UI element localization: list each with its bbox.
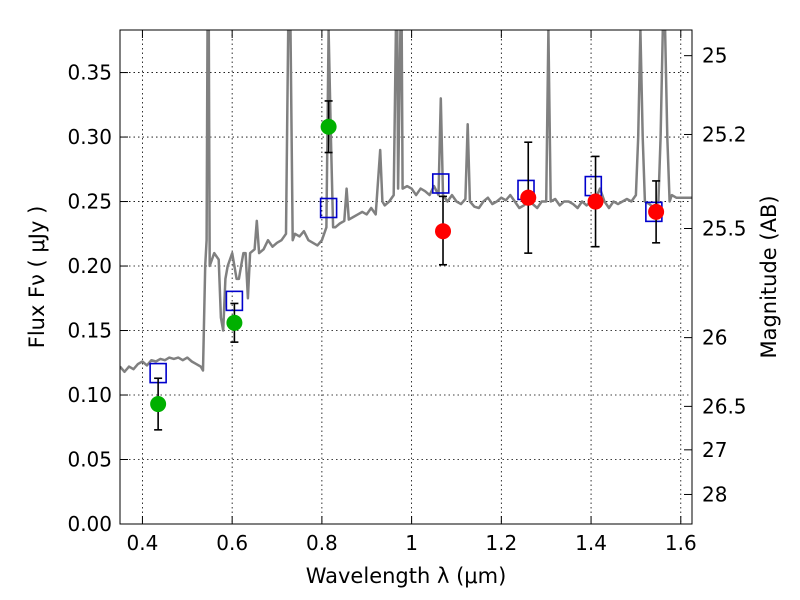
y-tick-label: 0.15 — [67, 319, 112, 343]
right-tick-label: 25.5 — [702, 217, 747, 241]
y-tick-label: 0.00 — [67, 512, 112, 536]
y-tick-label: 0.20 — [67, 254, 112, 278]
right-tick-label: 25.2 — [702, 122, 747, 146]
y-tick-label: 0.25 — [67, 190, 112, 214]
plot-content — [120, 30, 692, 431]
x-tick-label: 1.4 — [575, 531, 607, 555]
x-tick-label: 0.4 — [127, 531, 159, 555]
y-tick-label: 0.10 — [67, 383, 112, 407]
plot-frame — [119, 29, 693, 525]
right-tick-label: 25 — [702, 44, 727, 68]
x-tick-label: 1.6 — [665, 531, 697, 555]
x-tick-label: 1.2 — [485, 531, 517, 555]
y-tick-label: 0.35 — [67, 61, 112, 85]
right-tick-label: 28 — [702, 482, 727, 506]
x-tick-label: 1 — [405, 531, 418, 555]
model-square — [319, 197, 338, 219]
photometry-point — [320, 118, 337, 135]
photometry-point — [520, 189, 537, 206]
right-tick-label: 27 — [702, 438, 727, 462]
x-tick-label: 0.8 — [306, 531, 338, 555]
y-tick-label: 0.05 — [67, 448, 112, 472]
y-axis-label-right: Magnitude (AB) — [757, 195, 781, 358]
ticks: 0.4 0.6 0.8 1 1.2 1.4 1.6 0.00 0.05 0.10 0.15 0.20 0… — [67, 30, 747, 555]
spectrum-line — [120, 30, 692, 374]
y-tick-label: 0.30 — [67, 125, 112, 149]
y-axis-label: Flux Fν ( μJy ) — [25, 206, 49, 349]
photometry-point — [435, 223, 452, 240]
x-tick-label: 0.6 — [216, 531, 248, 555]
photometry-point — [226, 314, 243, 331]
photometry-point — [150, 396, 167, 413]
photometry-point — [648, 203, 665, 220]
model-square — [431, 173, 450, 194]
right-tick-label: 26 — [702, 326, 727, 350]
photometry-point — [587, 193, 604, 210]
right-tick-label: 26.5 — [702, 394, 747, 418]
x-axis-label: Wavelength λ (μm) — [306, 564, 507, 588]
